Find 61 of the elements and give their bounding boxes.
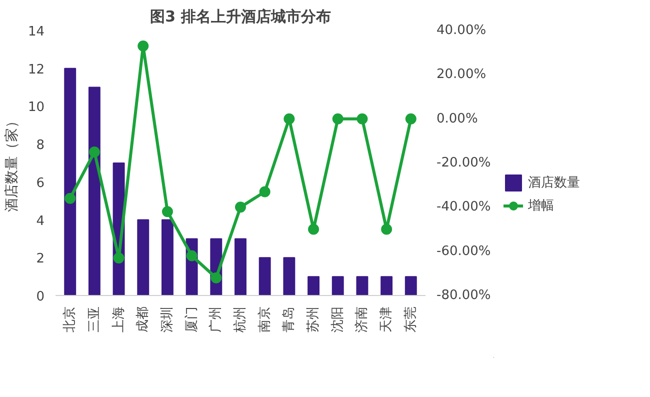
point (332, 113, 344, 124)
point (235, 202, 246, 213)
x-tick-label: 苏州 (306, 306, 322, 332)
x-tick-label: 三亚 (86, 306, 102, 332)
y-tick-label: 14 (28, 24, 45, 40)
x-tick-label: 北京 (62, 306, 78, 332)
y-tick-label: 6 (36, 176, 45, 191)
chart-title: 图3 排名上升酒店城市分布 (150, 8, 331, 26)
x-tick-label: 广州 (208, 306, 224, 332)
bar (88, 86, 100, 296)
legend-label: 酒店数量 (528, 174, 580, 191)
y-tick-label: 8 (36, 138, 45, 154)
bar (283, 257, 296, 296)
bar (356, 276, 368, 296)
bar (64, 68, 76, 296)
y-tick-label: 4 (36, 214, 45, 229)
point (138, 40, 149, 52)
bar (404, 276, 417, 296)
y2-tick-label: 40.00% (436, 23, 486, 38)
point (259, 186, 270, 198)
y-axis-title: 酒店数量（家） (4, 114, 20, 212)
y2-tick-label: -20.00% (436, 156, 491, 170)
bar (258, 257, 271, 296)
y2-tick-label: 20.00% (436, 67, 486, 82)
y-tick-label: 2 (36, 252, 45, 267)
point (210, 272, 222, 284)
bar (137, 219, 150, 296)
y-tick-label: 12 (28, 62, 45, 78)
point (356, 113, 368, 124)
y-tick-label: 0 (36, 290, 45, 304)
point (64, 192, 76, 204)
point (381, 224, 392, 235)
bar (234, 238, 246, 296)
x-tick-label: 成都 (136, 306, 151, 332)
x-tick-label: 青岛 (282, 306, 297, 332)
y2-tick-label: -60.00% (436, 244, 491, 259)
x-tick-label: 天津 (379, 306, 394, 332)
x-tick-label: 东莞 (403, 306, 418, 332)
y2-tick-label: -80.00% (436, 288, 491, 303)
y-tick-label: 10 (28, 100, 45, 116)
point (113, 252, 124, 264)
x-tick-label: 杭州 (233, 306, 248, 334)
point (308, 224, 320, 235)
point (186, 250, 198, 262)
x-tick-label: 深圳 (160, 306, 175, 332)
x-tick-label: 厦门 (183, 306, 200, 332)
x-tick-label: 济南 (354, 306, 370, 332)
point (88, 146, 100, 158)
x-tick-label: 上海 (111, 306, 126, 332)
x-tick-label: 沈阳 (330, 306, 346, 332)
point (284, 113, 295, 124)
y2-tick-label: -40.00% (436, 200, 491, 215)
point (405, 113, 416, 124)
y2-tick-label: 0.00% (436, 111, 478, 126)
legend-label: 增幅 (528, 197, 554, 214)
x-tick-label: 南京 (257, 306, 272, 332)
point (162, 206, 173, 218)
bar (332, 276, 344, 296)
bar (308, 276, 320, 296)
bar (380, 276, 393, 296)
bar (161, 219, 174, 296)
